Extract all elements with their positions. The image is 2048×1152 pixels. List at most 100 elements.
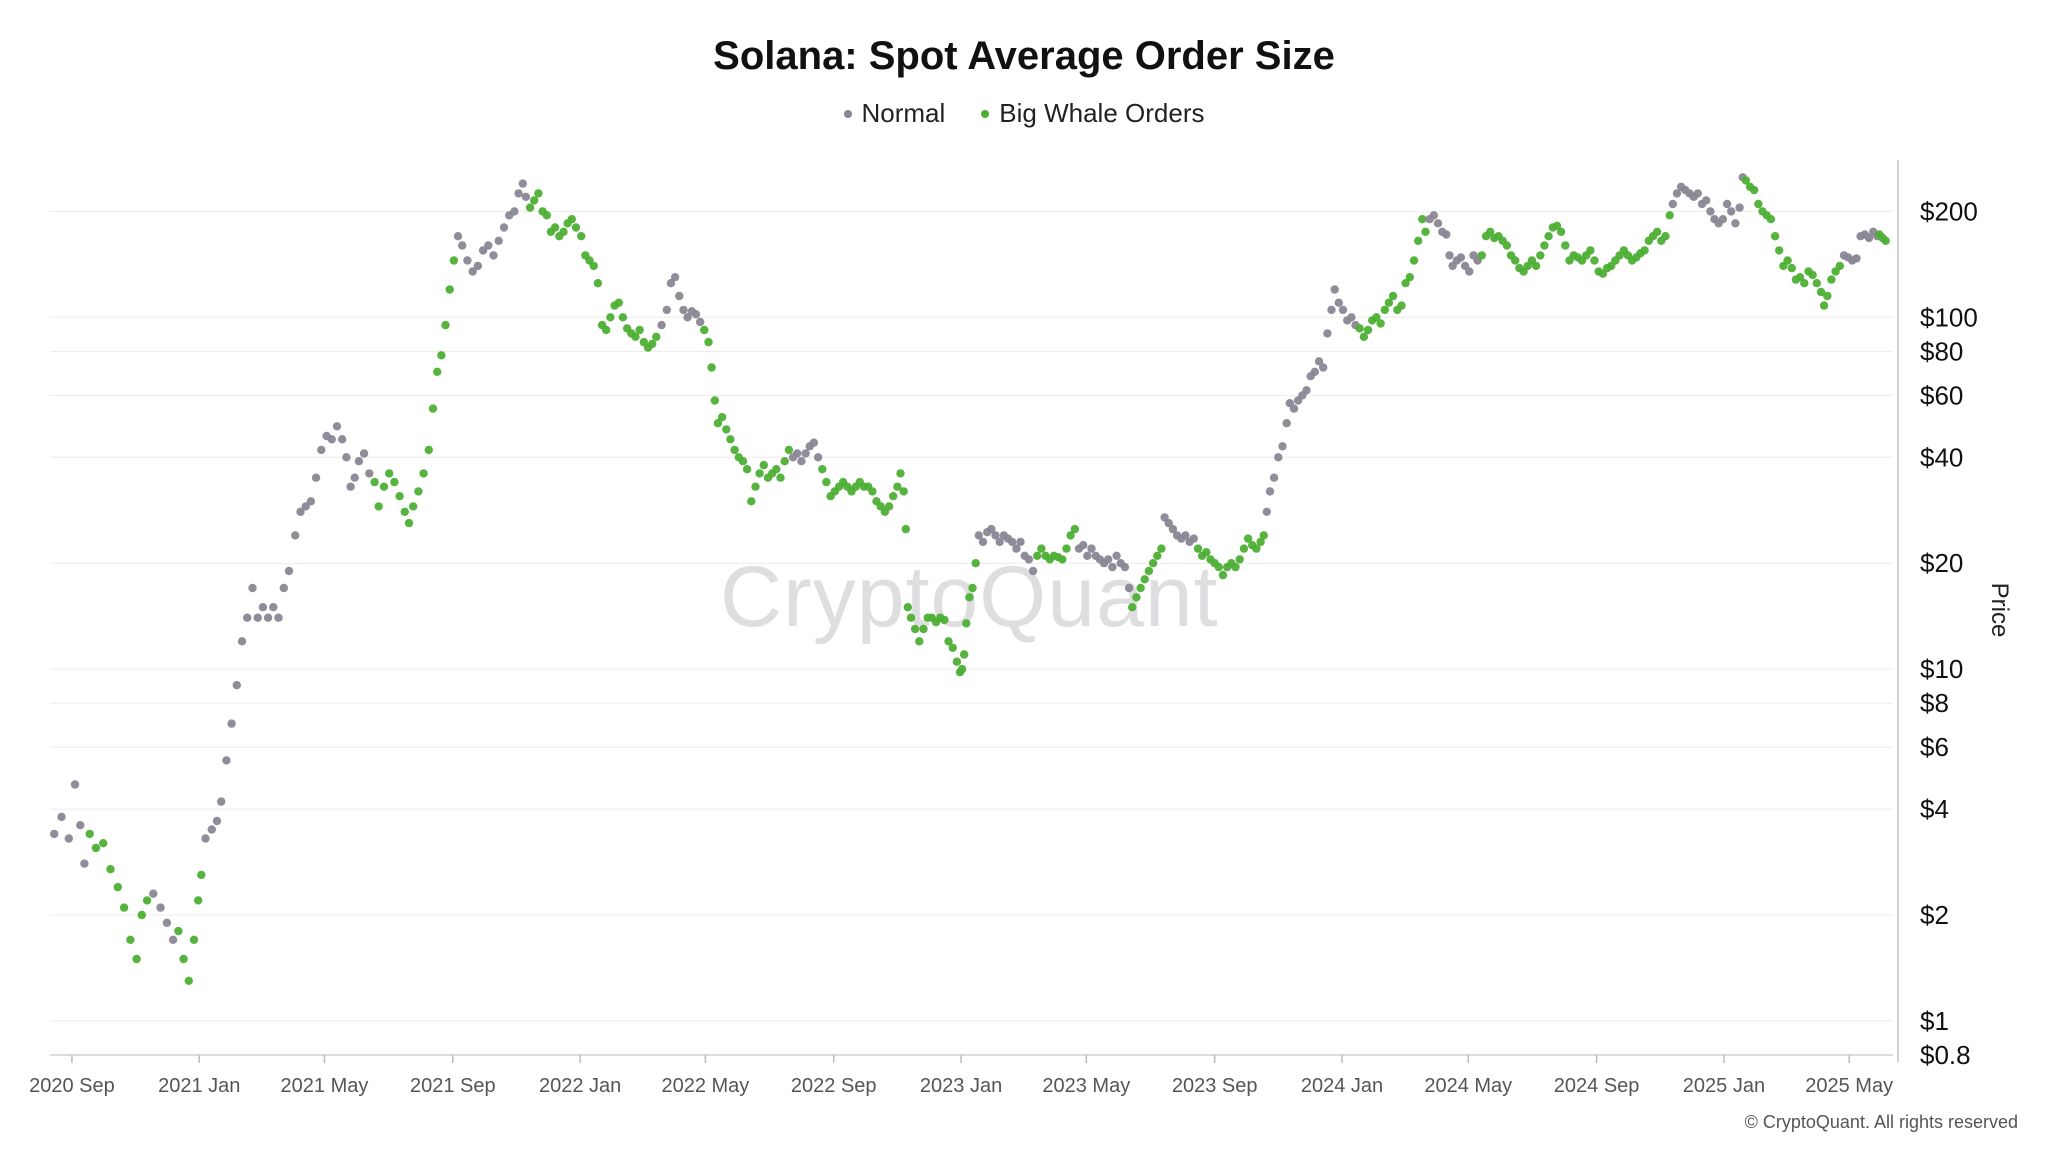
data-point-normal — [793, 449, 802, 458]
data-point-whale — [1816, 287, 1826, 297]
data-point-whale — [818, 465, 827, 474]
data-point-whale — [648, 339, 657, 349]
data-point-whale — [899, 487, 908, 496]
data-point-normal — [463, 256, 472, 265]
data-point-whale — [1418, 215, 1427, 224]
data-point-normal — [489, 251, 498, 260]
data-point-whale — [952, 657, 962, 666]
data-point-whale — [602, 325, 611, 335]
data-point-whale — [119, 903, 129, 912]
data-point-normal — [243, 613, 252, 622]
data-point-whale — [142, 896, 152, 905]
data-point-whale — [1243, 534, 1253, 543]
data-point-normal — [1864, 233, 1874, 243]
data-point-whale — [593, 279, 603, 288]
data-point-whale — [1388, 291, 1398, 301]
data-point-whale — [1800, 279, 1809, 288]
data-point-normal — [468, 267, 477, 276]
data-point-whale — [1881, 236, 1890, 245]
data-point-whale — [968, 583, 977, 593]
data-point-whale — [1144, 566, 1154, 576]
data-point-normal — [338, 435, 347, 444]
data-point-whale — [1477, 251, 1487, 260]
data-point-normal — [253, 613, 262, 622]
data-point-whale — [1136, 583, 1145, 593]
data-point-whale — [194, 896, 203, 905]
data-point-whale — [948, 643, 957, 652]
x-tick-label: 2021 Sep — [410, 1075, 496, 1097]
data-point-normal — [657, 320, 666, 330]
data-point-whale — [1363, 325, 1373, 335]
data-point-normal — [1433, 219, 1443, 228]
data-point-whale — [400, 507, 409, 516]
data-point-normal — [57, 812, 66, 822]
x-tick-label: 2024 Jan — [1301, 1075, 1383, 1097]
data-point-normal — [1024, 555, 1034, 564]
y-tick-label: $6 — [1920, 732, 1949, 762]
data-point-normal — [1668, 199, 1678, 209]
data-point-whale — [738, 457, 748, 466]
data-point-normal — [1347, 313, 1356, 322]
y-tick-label: $20 — [1920, 548, 1963, 578]
data-point-normal — [801, 449, 810, 458]
data-point-normal — [1693, 189, 1703, 198]
data-point-whale — [428, 404, 438, 413]
data-point-whale — [441, 320, 450, 330]
y-tick-label: $2 — [1920, 900, 1949, 930]
data-point-normal — [50, 829, 59, 839]
legend-item-big-whale-orders[interactable]: Big Whale Orders — [981, 98, 1204, 129]
data-point-normal — [662, 305, 671, 315]
x-tick-label: 2022 May — [661, 1075, 749, 1097]
data-point-normal — [248, 583, 257, 593]
data-point-normal — [1008, 537, 1017, 547]
data-point-whale — [1384, 298, 1394, 307]
data-point-whale — [1823, 291, 1832, 301]
data-point-whale — [1231, 562, 1240, 572]
data-point-normal — [995, 537, 1004, 547]
legend-label-normal: Normal — [861, 98, 946, 128]
x-tick-label: 2021 May — [281, 1075, 369, 1097]
data-point-whale — [542, 211, 551, 220]
data-point-normal — [354, 457, 364, 466]
data-point-normal — [1120, 562, 1130, 572]
data-point-whale — [567, 215, 576, 224]
data-point-normal — [1706, 207, 1715, 216]
y-axis-label: Price — [1986, 583, 2013, 638]
data-point-whale — [525, 203, 535, 212]
data-point-normal — [484, 241, 493, 250]
data-point-whale — [1128, 603, 1137, 612]
data-point-normal — [258, 603, 268, 612]
data-point-normal — [327, 435, 336, 444]
y-tick-label: $80 — [1920, 336, 1963, 366]
data-point-whale — [1775, 246, 1784, 255]
data-point-normal — [1083, 551, 1092, 560]
data-point-whale — [1770, 232, 1780, 241]
data-point-normal — [1265, 487, 1275, 496]
y-tick-label: $1 — [1920, 1006, 1949, 1036]
legend-item-normal[interactable]: Normal — [843, 98, 946, 129]
data-point-normal — [1164, 518, 1173, 528]
data-point-normal — [453, 232, 463, 241]
data-point-normal — [274, 613, 283, 622]
data-point-whale — [713, 419, 723, 428]
data-point-whale — [606, 313, 615, 322]
data-point-normal — [1702, 196, 1711, 205]
data-point-whale — [1033, 551, 1042, 560]
data-point-whale — [906, 613, 916, 622]
data-point-whale — [1540, 241, 1549, 250]
data-point-whale — [722, 425, 731, 434]
data-point-normal — [237, 637, 247, 646]
data-point-normal — [80, 859, 89, 868]
data-point-whale — [1787, 263, 1797, 273]
data-point-whale — [635, 325, 644, 335]
data-point-normal — [1012, 544, 1021, 553]
data-point-whale — [710, 396, 719, 405]
data-point-whale — [1661, 232, 1670, 241]
data-point-whale — [530, 196, 539, 205]
data-point-whale — [1372, 313, 1381, 322]
legend-marker-normal — [843, 109, 852, 118]
data-point-normal — [1168, 524, 1178, 534]
data-point-whale — [751, 482, 760, 491]
data-point-normal — [64, 834, 74, 843]
